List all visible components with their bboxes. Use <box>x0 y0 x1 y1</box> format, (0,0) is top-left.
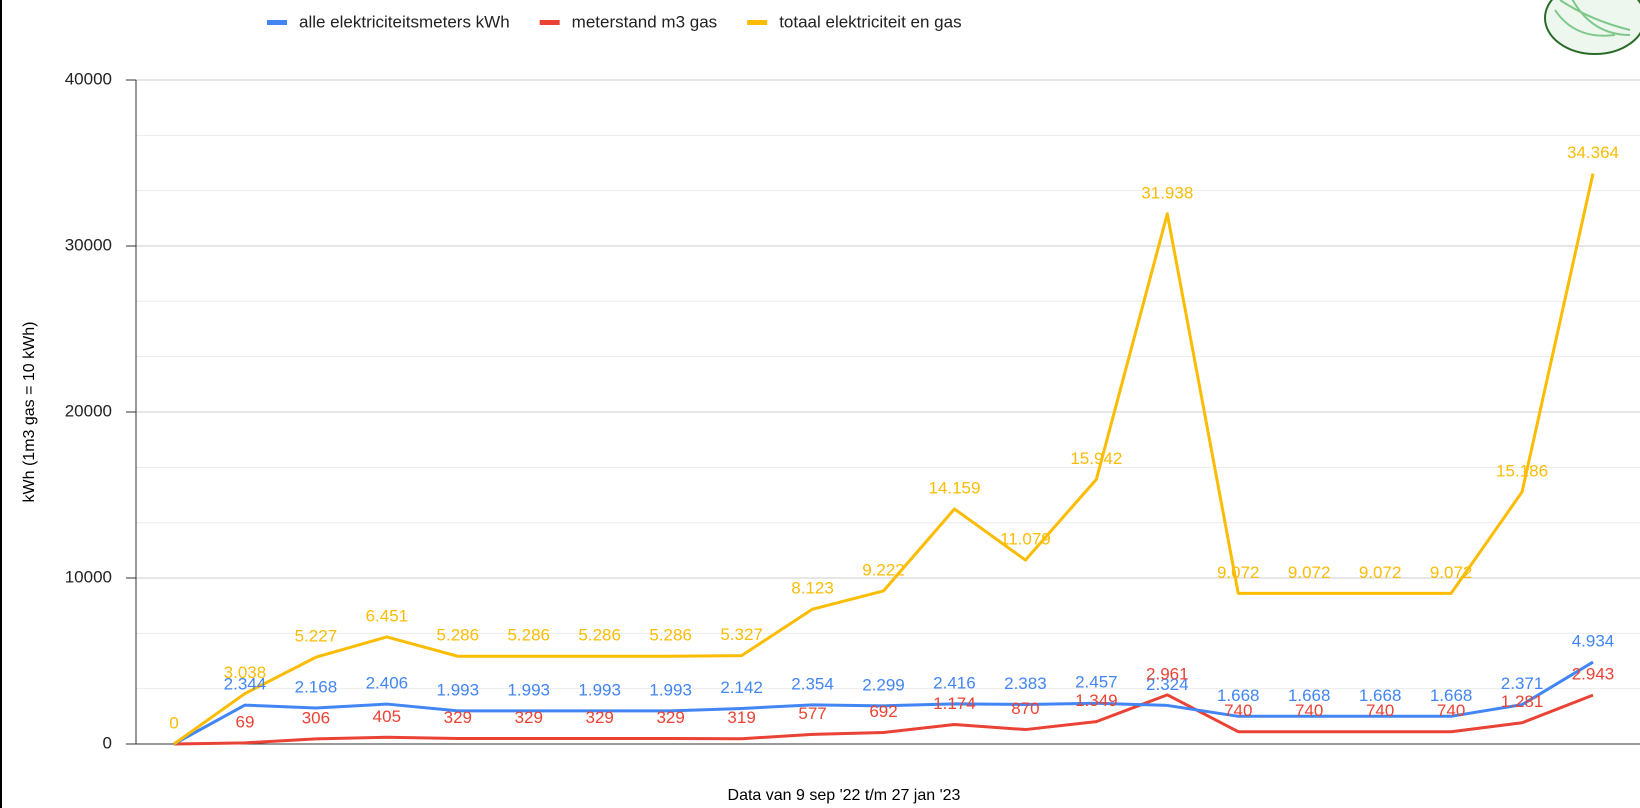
legend-label: meterstand m3 gas <box>572 12 718 31</box>
data-label: 5.286 <box>437 626 480 645</box>
data-label: 0 <box>169 713 178 732</box>
data-label: 2.383 <box>1004 674 1047 693</box>
data-label: 2.371 <box>1501 674 1544 693</box>
data-label: 9.072 <box>1359 563 1402 582</box>
data-label: 1.993 <box>578 680 621 699</box>
data-label: 306 <box>302 708 330 727</box>
data-label: 1.281 <box>1501 692 1544 711</box>
y-tick-label: 40000 <box>65 69 112 88</box>
data-label: 69 <box>235 712 254 731</box>
data-label: 5.286 <box>507 626 550 645</box>
data-label: 4.934 <box>1572 632 1615 651</box>
data-label: 870 <box>1011 699 1039 718</box>
data-label: 1.993 <box>507 680 550 699</box>
data-label: 2.354 <box>791 674 834 693</box>
data-label: 329 <box>515 708 543 727</box>
data-label: 5.327 <box>720 625 763 644</box>
data-label: 6.451 <box>366 606 409 625</box>
data-label: 2.943 <box>1572 665 1615 684</box>
y-tick-label: 10000 <box>65 567 112 586</box>
data-label: 5.227 <box>295 627 338 646</box>
data-label: 3.038 <box>224 663 267 682</box>
data-label: 2.406 <box>366 674 409 693</box>
y-axis-label: kWh (1m3 gas = 10 kWh) <box>21 322 38 503</box>
x-axis-label: Data van 9 sep '22 t/m 27 jan '23 <box>728 787 961 804</box>
data-label: 1.993 <box>649 680 692 699</box>
data-label: 692 <box>869 702 897 721</box>
y-tick-label: 0 <box>103 733 112 752</box>
data-label: 2.142 <box>720 678 763 697</box>
y-tick-label: 30000 <box>65 235 112 254</box>
data-label: 2.416 <box>933 673 976 692</box>
data-label: 740 <box>1224 701 1252 720</box>
data-label: 9.072 <box>1288 563 1331 582</box>
data-label: 1.993 <box>437 680 480 699</box>
legend-swatch <box>267 20 287 25</box>
data-label: 8.123 <box>791 579 834 598</box>
data-label: 740 <box>1366 701 1394 720</box>
data-label: 15.942 <box>1070 449 1122 468</box>
data-label: 31.938 <box>1141 183 1193 202</box>
data-label: 2.961 <box>1146 664 1189 683</box>
data-label: 9.222 <box>862 560 905 579</box>
data-label: 5.286 <box>578 626 621 645</box>
chart: kWh (1m3 gas = 10 kWh) Data van 9 sep '2… <box>0 0 1640 808</box>
data-label: 405 <box>373 707 401 726</box>
legend-swatch <box>540 20 560 25</box>
data-label: 2.168 <box>295 677 338 696</box>
data-label: 5.286 <box>649 626 692 645</box>
data-label: 329 <box>586 708 614 727</box>
data-label: 329 <box>444 708 472 727</box>
data-label: 2.457 <box>1075 673 1118 692</box>
data-label: 2.299 <box>862 675 905 694</box>
data-label: 9.072 <box>1430 563 1473 582</box>
data-label: 11.079 <box>1000 530 1051 549</box>
data-label: 15.186 <box>1496 461 1548 480</box>
data-label: 34.364 <box>1567 143 1619 162</box>
y-tick-label: 20000 <box>65 401 112 420</box>
data-label: 319 <box>727 708 755 727</box>
data-label: 577 <box>798 704 826 723</box>
data-label: 1.349 <box>1075 691 1118 710</box>
data-label: 14.159 <box>928 478 980 497</box>
data-label: 9.072 <box>1217 563 1260 582</box>
data-label: 329 <box>656 708 684 727</box>
data-label: 740 <box>1437 701 1465 720</box>
legend-swatch <box>747 20 767 25</box>
data-label: 740 <box>1295 701 1323 720</box>
legend-label: alle elektriciteitsmeters kWh <box>299 12 510 31</box>
legend-label: totaal elektriciteit en gas <box>779 12 961 31</box>
data-label: 1.174 <box>933 694 976 713</box>
